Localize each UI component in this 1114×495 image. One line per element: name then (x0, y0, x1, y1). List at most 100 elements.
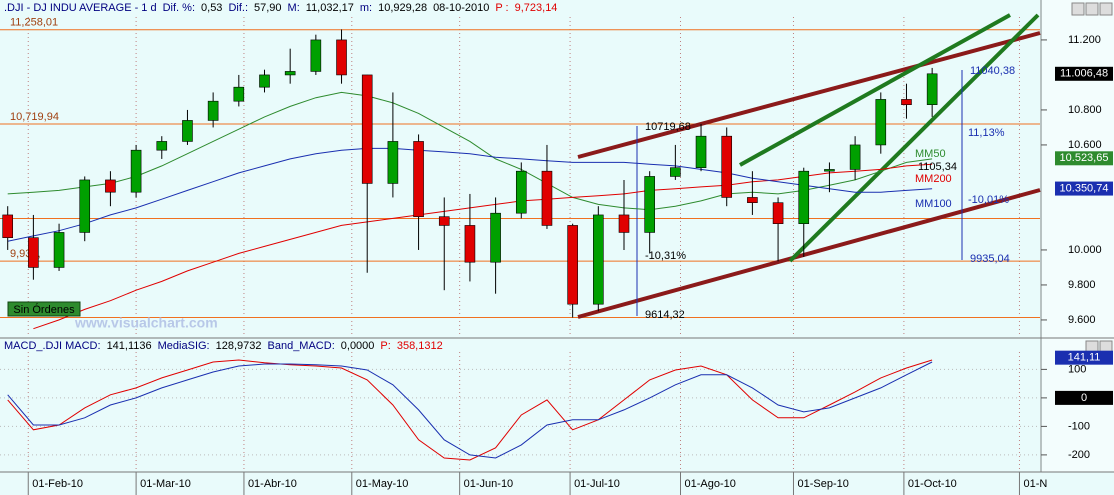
window-button[interactable] (1085, 2, 1099, 16)
y-tick-label: 10.600 (1068, 139, 1102, 151)
header-text: 9,723,14 (515, 2, 558, 14)
price-box-label: 11.006,48 (1060, 68, 1108, 80)
y-tick-label: 9.800 (1068, 279, 1096, 291)
window-button[interactable] (1099, 2, 1113, 16)
trend-line (788, 13, 1040, 263)
candle-body (644, 176, 655, 233)
y-tick-label: 9.600 (1068, 314, 1096, 326)
candle-body (695, 135, 707, 168)
x-tick-label: 01-Sep-10 (797, 478, 848, 490)
header-text: 10,929,28 (378, 2, 427, 14)
y-tick-label: -200 (1068, 449, 1090, 461)
header-text: 0,53 (201, 2, 222, 14)
series-line (7, 361, 933, 459)
candle-body (336, 39, 347, 76)
y-tick-label: -100 (1068, 420, 1090, 432)
candle-body (772, 202, 784, 224)
legend-label: MM200 (915, 173, 952, 185)
header-text: 57,90 (254, 2, 282, 14)
annotation: -10,01% (968, 194, 1009, 206)
series-line (7, 147, 933, 242)
header: .DJI - DJ INDU AVERAGE - 1 d Dif. %: 0,53 D… (4, 2, 557, 352)
header-text: 11,032,17 (306, 2, 354, 14)
candle-body (670, 167, 681, 177)
trend-line (577, 31, 1041, 159)
candle-body (618, 214, 630, 233)
price-box-label: 10.350,74 (1060, 182, 1109, 194)
candle-body (28, 237, 39, 268)
candle-body (541, 170, 553, 226)
price-box (1055, 390, 1113, 405)
x-tick-label: 01-Mar-10 (140, 478, 191, 490)
candle-body (79, 179, 91, 233)
candle-body (926, 73, 938, 105)
candle-body (747, 197, 758, 203)
series-line (7, 91, 933, 211)
candle-body (464, 225, 476, 263)
candle-body (515, 170, 527, 214)
y-tick-label: 11.200 (1068, 34, 1101, 46)
candle-body (721, 135, 733, 198)
candle-body (849, 144, 861, 170)
candle-body (438, 216, 450, 226)
window-button[interactable] (1071, 2, 1085, 16)
candle-body (2, 214, 14, 238)
annotation: 11040,38 (970, 65, 1015, 77)
x-tick-label: 01-Oct-10 (908, 478, 957, 490)
trend-line (739, 13, 1011, 167)
candle-body (387, 141, 399, 184)
header-text: m: (360, 2, 372, 14)
candle-body (284, 71, 296, 76)
y-tick-label: 100 (1068, 363, 1086, 375)
candle-body (182, 120, 193, 142)
candle-body (824, 169, 835, 172)
y-tick-label: 10.800 (1068, 104, 1102, 116)
price-box (1055, 66, 1113, 81)
level-label: 10,719,94 (10, 111, 59, 123)
header-text: Band_MACD: (268, 340, 335, 352)
x-tick-label: 01-N (1023, 478, 1047, 490)
legend-label: MM100 (915, 198, 952, 210)
price-box-label: 0 (1081, 392, 1087, 404)
header-text: 128,9732 (216, 340, 262, 352)
price-box (1055, 350, 1113, 365)
candle-body (901, 99, 912, 105)
price-box-label: 10.523,65 (1060, 152, 1109, 164)
price-box (1055, 181, 1113, 196)
header-text: 141,1136 (107, 340, 152, 352)
x-tick-label: 01-Jul-10 (574, 478, 620, 490)
header-text: .DJI - DJ INDU AVERAGE - 1 d (4, 2, 157, 14)
x-tick-label: 01-Feb-10 (32, 478, 83, 490)
candle-body (875, 99, 887, 146)
header-text: 0,0000 (341, 340, 375, 352)
main-panel: 11,258,0110,719,949,936,MM50MM200MM10011… (0, 13, 1041, 330)
x-tick-label: 01-Ago-10 (684, 478, 735, 490)
orders-button[interactable] (7, 301, 81, 317)
header-text: MediaSIG: (158, 340, 210, 352)
orders-button-label[interactable]: Sin Órdenes (13, 303, 75, 316)
price-box-label: 141,11 (1068, 352, 1101, 364)
candle-body (53, 232, 65, 268)
candle-body (361, 74, 373, 184)
header-text: P: (380, 340, 390, 352)
candle-body (413, 141, 424, 217)
watermark: www.visualchart.com (74, 315, 218, 331)
candle-body (567, 225, 578, 305)
level-label: 11,258,01 (10, 17, 58, 29)
legend-label: MM50 (915, 148, 946, 160)
annotation: -10,31% (645, 250, 686, 262)
annotation: 9614,32 (645, 309, 685, 321)
x-tick-label: 01-Jun-10 (464, 478, 514, 490)
trend-line (577, 188, 1041, 319)
candle-body (798, 170, 810, 224)
candle-body (259, 74, 270, 88)
annotation: 11,13% (968, 127, 1005, 139)
candle-body (310, 39, 322, 72)
series-line (7, 359, 933, 461)
annotation: 9935,04 (970, 253, 1010, 265)
annotation: 1105,34 (918, 161, 957, 173)
candle-body (593, 214, 604, 305)
header-text: M: (288, 2, 300, 14)
header-text: Dif. %: (163, 2, 195, 14)
